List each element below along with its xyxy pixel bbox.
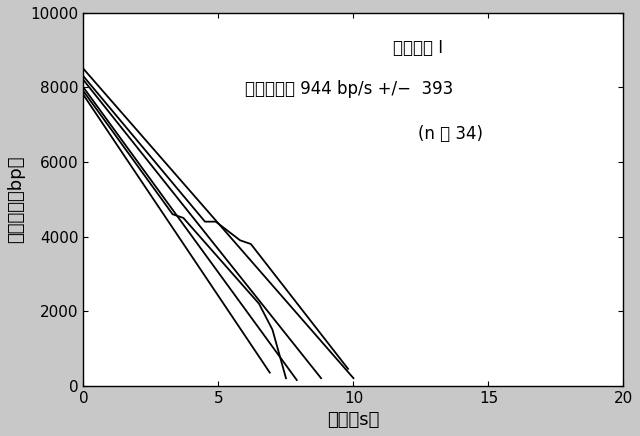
Text: 完全頭部 I: 完全頭部 I xyxy=(393,39,444,57)
Text: 平均速度＝ 944 bp/s +/−  393: 平均速度＝ 944 bp/s +/− 393 xyxy=(246,80,454,98)
Text: (n ＝ 34): (n ＝ 34) xyxy=(419,125,483,143)
X-axis label: 時間（s）: 時間（s） xyxy=(327,411,380,429)
Y-axis label: テザー長（bp）: テザー長（bp） xyxy=(7,156,25,243)
